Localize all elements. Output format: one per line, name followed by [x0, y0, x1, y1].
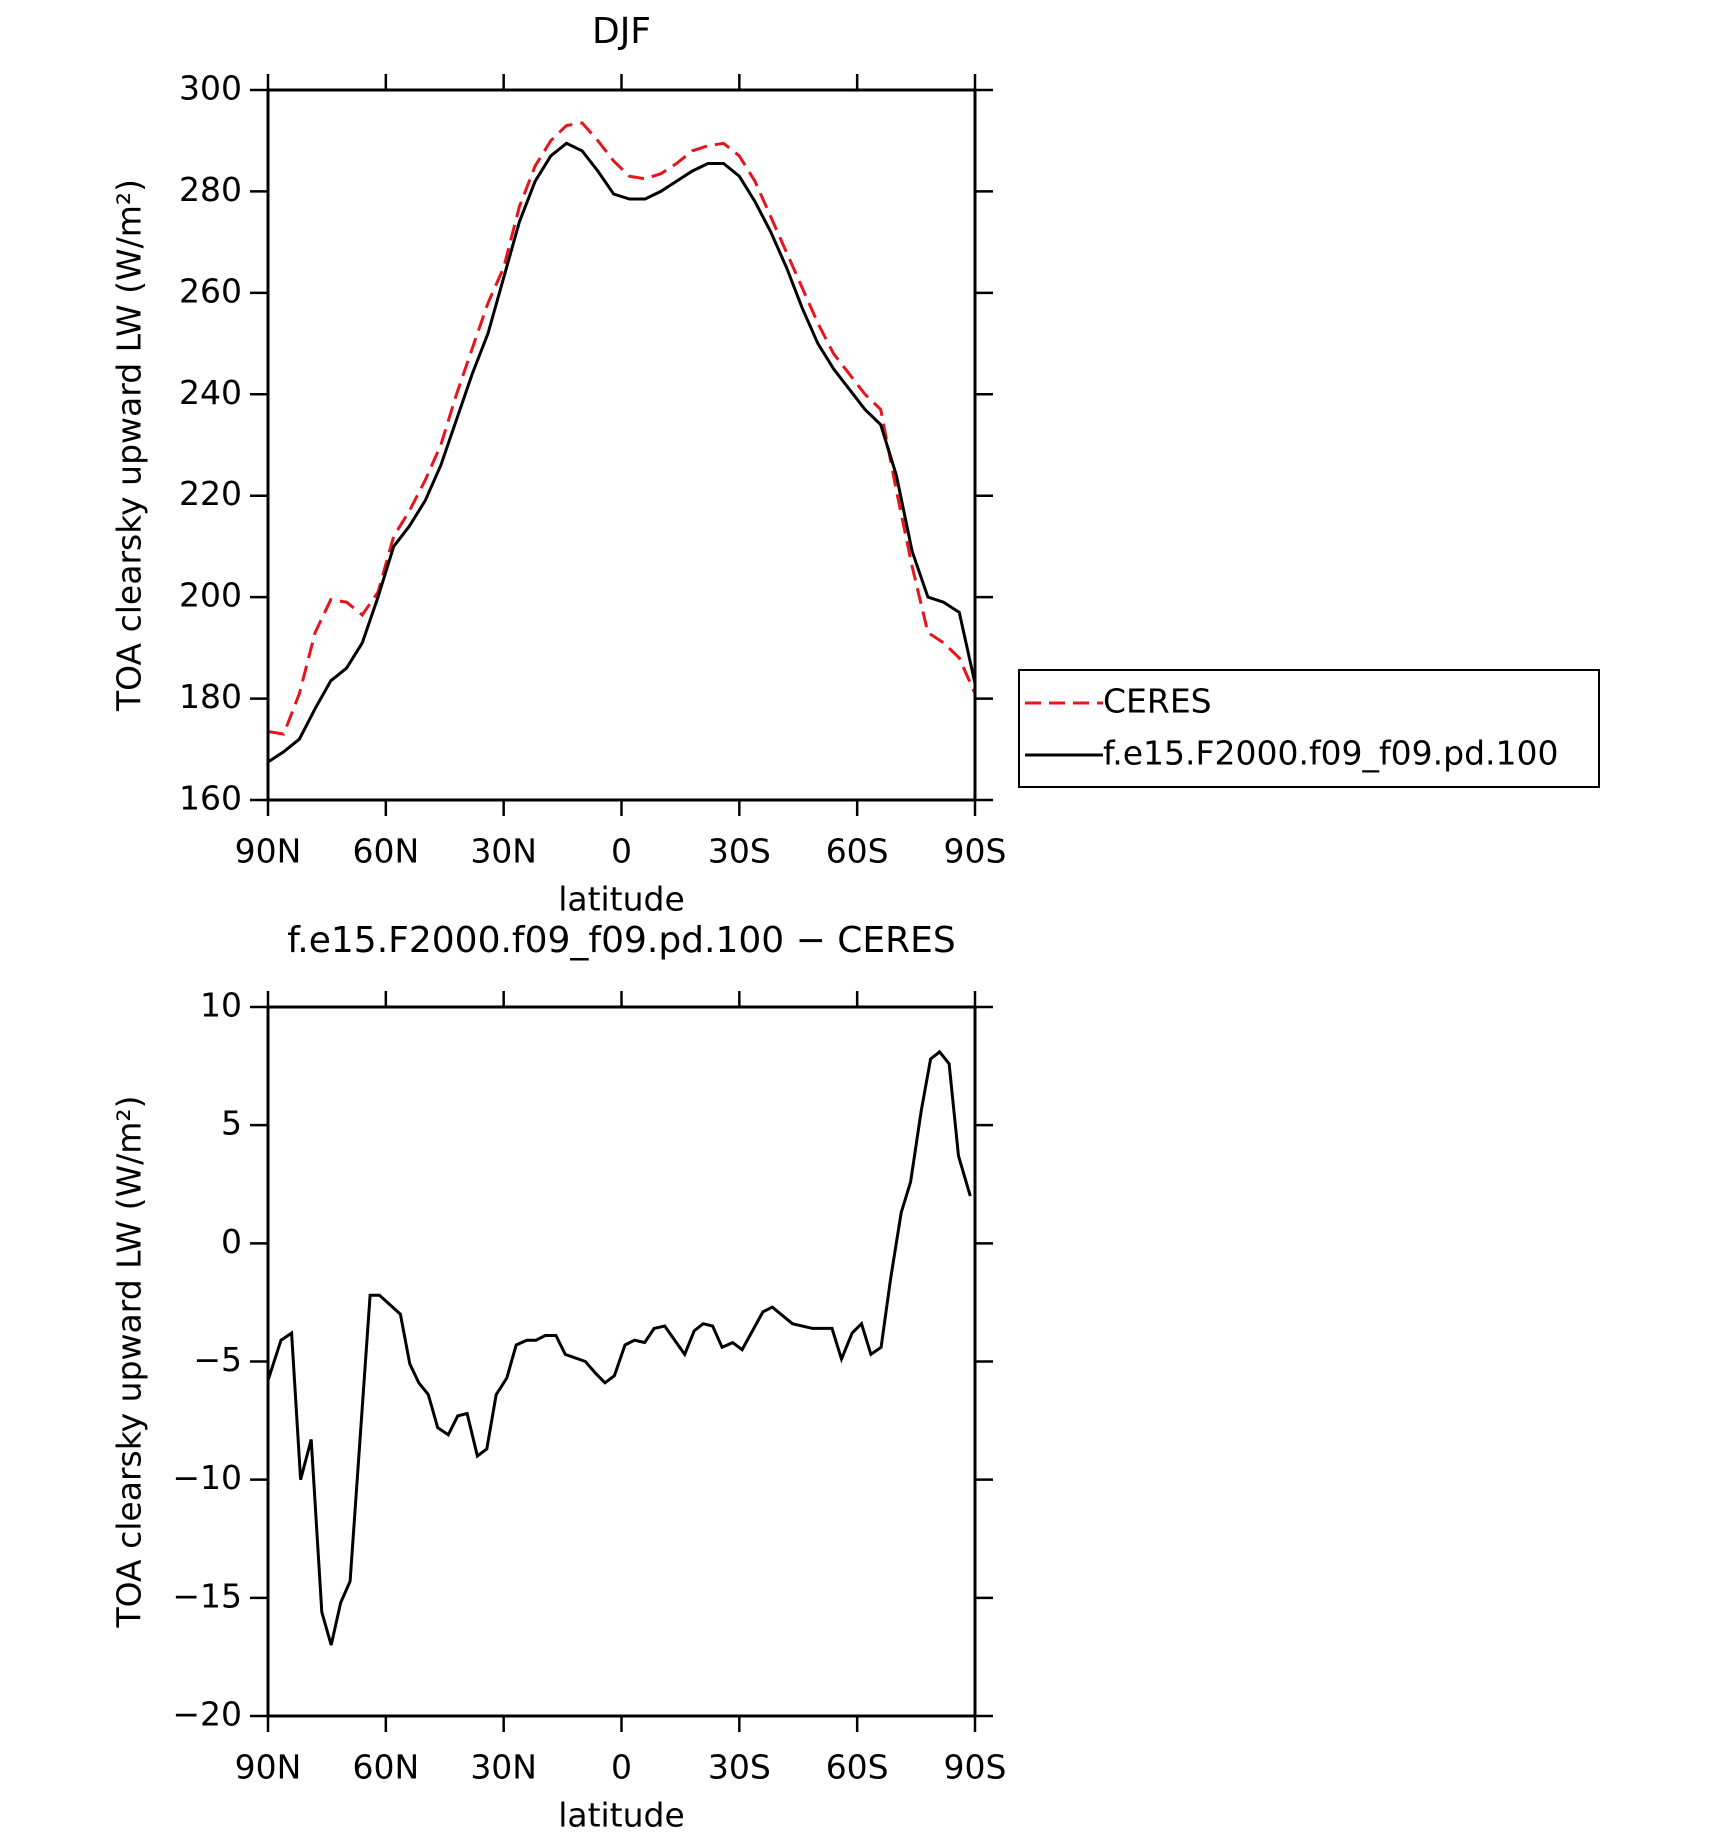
y-tick-label: 0 [221, 1222, 242, 1261]
y-axis-label: TOA clearsky upward LW (W/m²) [110, 1095, 149, 1628]
chart-title: f.e15.F2000.f09_f09.pd.100 − CERES [287, 920, 955, 961]
plot: f.e15.F2000.f09_f09.pd.100 − CERES −20 −15… [110, 920, 1007, 1835]
plot: DJF 160 180 200 220 240 260 280 300 90N 60N 30N 0 30S… [110, 11, 1007, 919]
y-tick-label: −5 [193, 1340, 242, 1379]
x-tick-label: 60S [826, 832, 889, 871]
x-tick-label: 90N [235, 1748, 302, 1787]
legend-label: f.e15.F2000.f09_f09.pd.100 [1103, 734, 1559, 773]
y-tick-label: −20 [172, 1695, 242, 1734]
chart-title: DJF [592, 11, 651, 52]
y-tick-label: 200 [179, 576, 242, 615]
data-line [267, 121, 977, 736]
x-tick-label: 0 [611, 832, 632, 871]
y-tick-label: 260 [179, 271, 242, 310]
plot-frame [266, 1005, 977, 1718]
legend-box [1018, 669, 1600, 788]
x-tick-label: 0 [611, 1748, 632, 1787]
y-tick-label: 160 [179, 779, 242, 818]
legend: CERES f.e15.F2000.f09_f09.pd.100 [1018, 669, 1600, 788]
x-tick-label: 30N [470, 1748, 537, 1787]
x-tick-label: 30S [708, 832, 771, 871]
y-tick-label: 300 [179, 69, 242, 108]
x-tick-label: 90S [944, 1748, 1007, 1787]
y-tick-label: 240 [179, 373, 242, 412]
data-line [267, 141, 977, 764]
x-tick-label: 90S [944, 832, 1007, 871]
legend-label: CERES [1103, 682, 1212, 721]
y-tick-label: 280 [179, 170, 242, 209]
y-tick-label: 220 [179, 474, 242, 513]
x-tick-label: 30S [708, 1748, 771, 1787]
x-tick-label: 90N [235, 832, 302, 871]
plot-frame [266, 88, 977, 802]
x-tick-label: 60S [826, 1748, 889, 1787]
data-line [266, 1049, 972, 1646]
y-tick-label: −10 [172, 1458, 242, 1497]
y-tick-label: −15 [172, 1576, 242, 1615]
y-tick-label: 5 [221, 1104, 242, 1143]
x-axis-label: latitude [558, 880, 685, 919]
x-tick-label: 30N [470, 832, 537, 871]
y-tick-label: 180 [179, 677, 242, 716]
x-axis-label: latitude [558, 1796, 685, 1835]
x-tick-label: 60N [352, 1748, 419, 1787]
y-tick-label: 10 [200, 986, 242, 1025]
y-axis-label: TOA clearsky upward LW (W/m²) [110, 179, 149, 712]
x-tick-label: 60N [352, 832, 419, 871]
